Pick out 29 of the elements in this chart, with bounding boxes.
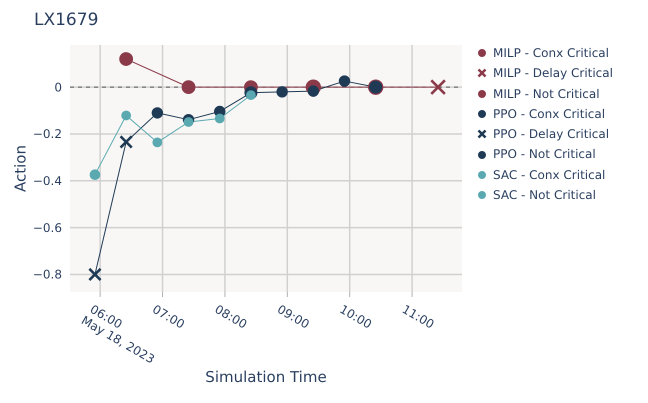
point [182,80,196,94]
point [121,110,132,120]
legend-label: PPO - Conx Critical [493,106,606,123]
legend-label: PPO - Delay Critical [493,126,610,144]
chart-title: LX1679 [34,10,98,30]
legend-label: SAC - Not Critical [493,187,596,204]
point [276,86,288,98]
point [119,52,134,66]
legend-label: SAC - Conx Critical [493,166,606,184]
point [214,114,225,124]
point [430,79,446,96]
legend-label: MILP - Delay Critical [493,65,613,82]
legend-label: MILP - Not Critical [493,86,600,103]
point [88,268,102,282]
y-tick-label: −0.4 [32,174,62,188]
point [184,117,194,127]
x-axis-title: Simulation Time [205,368,327,386]
point [90,169,100,180]
legend-label: PPO - Not Critical [493,146,596,164]
y-tick-label: 0 [54,80,62,94]
y-tick-label: −0.8 [32,268,62,282]
point [152,107,164,119]
legend-label: MILP - Conx Critical [493,45,609,62]
point [152,137,162,148]
point [119,135,134,149]
y-tick-label: −0.6 [32,220,62,235]
y-axis-title: Action [11,145,30,192]
y-tick-label: −0.2 [32,127,62,142]
point [338,75,350,87]
